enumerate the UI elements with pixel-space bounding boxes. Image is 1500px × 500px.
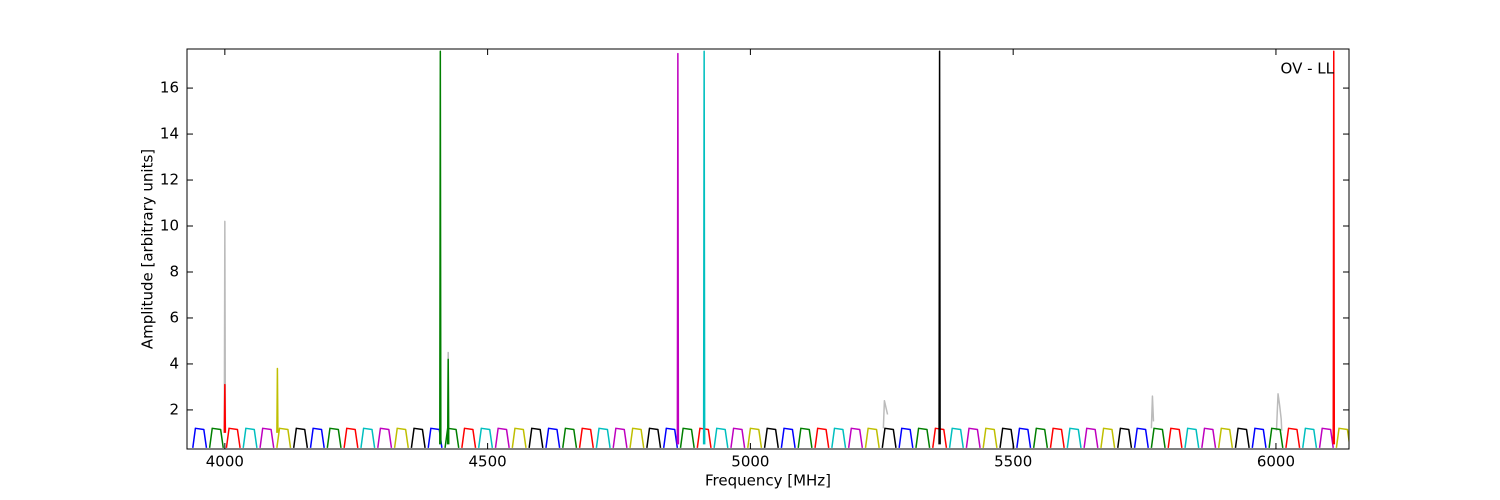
- spectrum-line: [192, 427, 1267, 448]
- x-tick-label: 5000: [731, 453, 769, 471]
- x-tick-label: 4500: [469, 453, 507, 471]
- y-tick-label: 10: [160, 217, 179, 235]
- spectrum-line: [208, 427, 1284, 448]
- x-tick-label: 6000: [1257, 453, 1295, 471]
- y-axis-label: Amplitude [arbitrary units]: [139, 149, 157, 349]
- x-axis-label: Frequency [MHz]: [705, 472, 831, 490]
- spectrum-line: [259, 427, 1334, 448]
- plot-frame: [186, 48, 1350, 450]
- spectrum-line: [225, 427, 1301, 448]
- spectrum-line: [276, 367, 279, 433]
- spectrum-line: [938, 50, 941, 445]
- y-tick-label: 8: [169, 262, 179, 280]
- spectrum-line: [702, 50, 706, 445]
- spectrum-line: [676, 52, 680, 445]
- y-tick-label: 16: [160, 79, 179, 97]
- y-tick-label: 14: [160, 125, 179, 143]
- y-tick-label: 6: [169, 308, 179, 326]
- y-tick-label: 2: [169, 400, 179, 418]
- x-tick-label: 4000: [206, 453, 244, 471]
- spectrum-line: [242, 427, 1318, 448]
- annotation: OV - LL: [1281, 60, 1335, 78]
- spectrum-line: [1332, 50, 1336, 445]
- spectrum-line: [223, 220, 1283, 433]
- y-tick-label: 12: [160, 171, 179, 189]
- plot-lines: [192, 50, 1349, 448]
- spectrum-line: [292, 427, 1250, 448]
- spectrum-line: [446, 358, 450, 445]
- spectrum-line: [439, 50, 442, 445]
- spectrum-line: [276, 427, 1349, 448]
- spectrum-line: [223, 383, 227, 433]
- y-tick-label: 4: [169, 354, 179, 372]
- x-tick-label: 5500: [994, 453, 1032, 471]
